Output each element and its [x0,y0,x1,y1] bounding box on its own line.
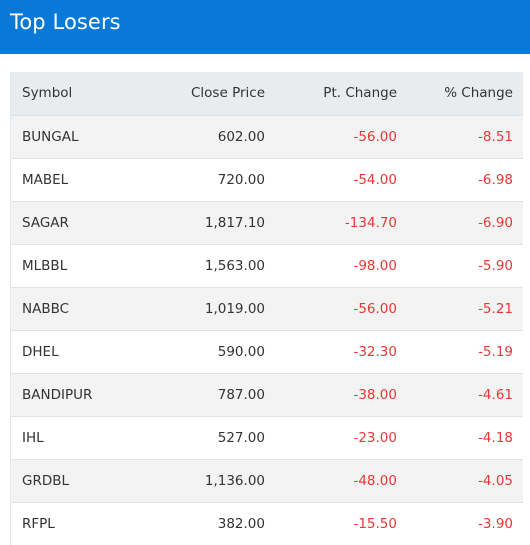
close-price-cell: 602.00 [217,128,265,145]
column-header-symbol[interactable]: Symbol [22,85,73,102]
pct-change-cell: -8.51 [478,128,513,145]
table-row[interactable]: BANDIPUR 787.00 -38.00 -4.61 [11,373,523,416]
close-price-cell: 590.00 [217,343,265,360]
table-header-row: Symbol Close Price Pt. Change % Change [11,72,523,115]
pct-change-cell: -5.19 [478,343,513,360]
pct-change-cell: -5.90 [478,257,513,274]
pct-change-cell: -6.90 [478,214,513,231]
top-losers-table-container: Symbol Close Price Pt. Change % Change B… [10,72,523,545]
pt-change-cell: -98.00 [353,257,397,274]
pt-change-cell: -32.30 [353,343,397,360]
symbol-cell[interactable]: MABEL [22,171,69,188]
table-row[interactable]: IHL 527.00 -23.00 -4.18 [11,416,523,459]
table-body: BUNGAL 602.00 -56.00 -8.51 MABEL 720.00 … [11,115,523,545]
table-row[interactable]: GRDBL 1,136.00 -48.00 -4.05 [11,459,523,502]
symbol-cell[interactable]: SAGAR [22,214,69,231]
table-row[interactable]: BUNGAL 602.00 -56.00 -8.51 [11,115,523,158]
page-header: Top Losers [0,0,530,54]
pt-change-cell: -38.00 [353,386,397,403]
top-losers-table: Symbol Close Price Pt. Change % Change B… [11,72,523,545]
close-price-cell: 1,019.00 [204,300,265,317]
pt-change-cell: -48.00 [353,472,397,489]
table-row[interactable]: MABEL 720.00 -54.00 -6.98 [11,158,523,201]
column-header-close-price[interactable]: Close Price [191,85,265,102]
table-header: Symbol Close Price Pt. Change % Change [11,72,523,115]
table-row[interactable]: NABBC 1,019.00 -56.00 -5.21 [11,287,523,330]
close-price-cell: 382.00 [217,515,265,532]
close-price-cell: 1,563.00 [204,257,265,274]
pct-change-cell: -4.61 [478,386,513,403]
pct-change-cell: -5.21 [478,300,513,317]
symbol-cell[interactable]: NABBC [22,300,70,317]
symbol-cell[interactable]: BANDIPUR [22,386,93,403]
close-price-cell: 1,817.10 [204,214,265,231]
pt-change-cell: -134.70 [344,214,397,231]
close-price-cell: 1,136.00 [204,472,265,489]
pt-change-cell: -23.00 [353,429,397,446]
pct-change-cell: -6.98 [478,171,513,188]
close-price-cell: 527.00 [217,429,265,446]
table-row[interactable]: SAGAR 1,817.10 -134.70 -6.90 [11,201,523,244]
close-price-cell: 787.00 [217,386,265,403]
column-header-pct-change[interactable]: % Change [444,85,513,102]
symbol-cell[interactable]: BUNGAL [22,128,79,145]
column-header-pt-change[interactable]: Pt. Change [323,85,397,102]
pct-change-cell: -3.90 [478,515,513,532]
pt-change-cell: -54.00 [353,171,397,188]
pct-change-cell: -4.18 [478,429,513,446]
symbol-cell[interactable]: IHL [22,429,44,446]
pct-change-cell: -4.05 [478,472,513,489]
pt-change-cell: -56.00 [353,128,397,145]
table-row[interactable]: MLBBL 1,563.00 -98.00 -5.90 [11,244,523,287]
symbol-cell[interactable]: GRDBL [22,472,70,489]
symbol-cell[interactable]: RFPL [22,515,55,532]
table-row[interactable]: DHEL 590.00 -32.30 -5.19 [11,330,523,373]
close-price-cell: 720.00 [217,171,265,188]
page-title: Top Losers [10,10,121,34]
symbol-cell[interactable]: DHEL [22,343,59,360]
pt-change-cell: -15.50 [353,515,397,532]
table-row[interactable]: RFPL 382.00 -15.50 -3.90 [11,502,523,545]
pt-change-cell: -56.00 [353,300,397,317]
symbol-cell[interactable]: MLBBL [22,257,68,274]
